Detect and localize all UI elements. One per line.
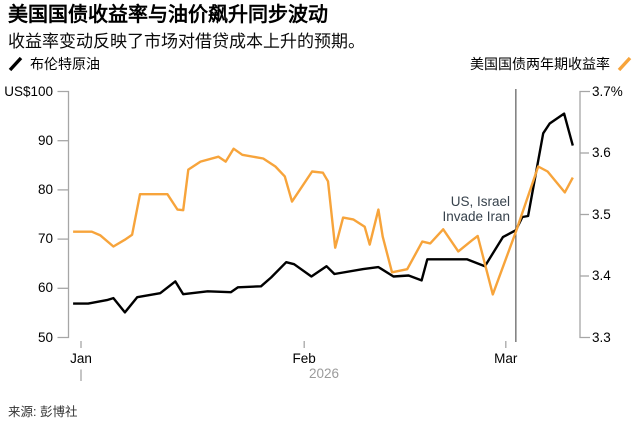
legend-yield: 美国国债两年期收益率 xyxy=(470,56,632,72)
two-year-yield-line xyxy=(73,147,574,296)
page-title: 美国国债收益率与油价飙升同步波动 xyxy=(8,4,328,26)
event-annotation-line2: Invade Iran xyxy=(442,209,510,224)
y-axis-right-tick-label: 3.7% xyxy=(592,83,623,99)
x-axis-month-label: Mar xyxy=(494,351,518,366)
y-axis-right-tick-label: 3.3 xyxy=(592,329,611,345)
event-annotation-text: US, Israel Invade Iran xyxy=(442,194,510,224)
y-axis-left-tick-label: 60 xyxy=(37,280,53,296)
y-axis-right-tick-label: 3.5 xyxy=(592,206,611,222)
legend-brent: 布伦特原油 xyxy=(8,56,100,72)
x-axis-month-label: Feb xyxy=(292,351,316,366)
y-axis-left-tick-label: 50 xyxy=(37,329,53,345)
page-subtitle: 收益率变动反映了市场对借贷成本上升的预期。 xyxy=(8,32,365,51)
y-axis-right-tick-label: 3.4 xyxy=(592,268,611,283)
yield-legend-slash-icon xyxy=(617,56,632,72)
y-axis-left-tick-label: US$100 xyxy=(4,83,53,99)
x-axis-month-label: Jan xyxy=(70,351,92,366)
legend-yield-label: 美国国债两年期收益率 xyxy=(470,56,610,72)
y-axis-left-tick-label: 70 xyxy=(37,231,53,247)
legend-brent-label: 布伦特原油 xyxy=(30,56,100,72)
source-attribution: 来源: 彭博社 xyxy=(8,405,78,419)
brent-legend-slash-icon xyxy=(8,56,23,72)
y-axis-left-tick-label: 80 xyxy=(37,181,53,197)
y-axis-left-tick-label: 90 xyxy=(37,132,53,148)
y-axis-left xyxy=(57,90,70,339)
x-axis-year-label: 2026 xyxy=(308,366,340,381)
event-annotation-line1: US, Israel xyxy=(450,194,510,209)
y-axis-right-tick-label: 3.6 xyxy=(592,145,611,160)
